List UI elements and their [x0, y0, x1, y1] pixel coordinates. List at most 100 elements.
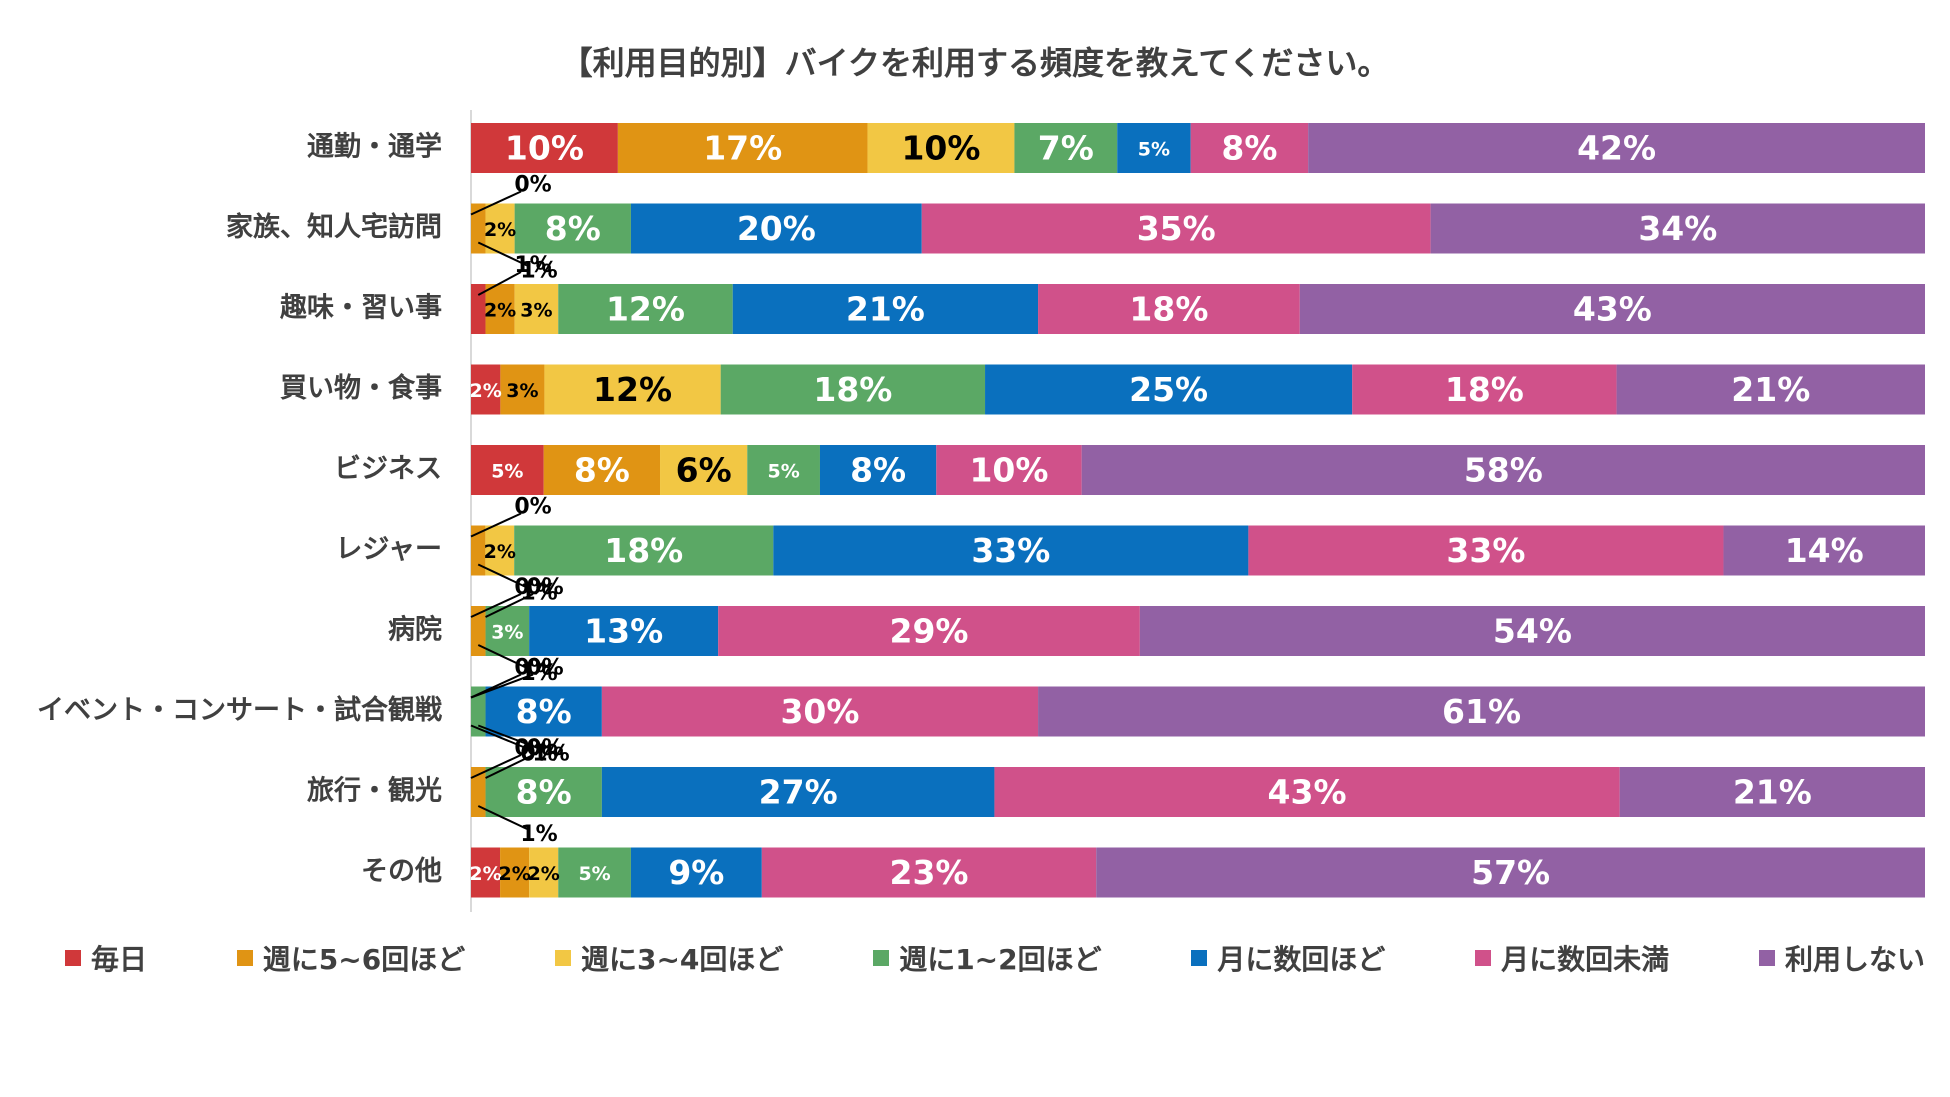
data-label: 6%	[676, 451, 732, 490]
legend-item: 週に3~4回ほど	[554, 938, 783, 978]
category-label: ビジネス	[334, 454, 442, 485]
data-label: 61%	[1442, 692, 1521, 731]
data-label-external: 0%	[526, 575, 563, 600]
bar-segment-6-4	[529, 606, 719, 656]
leader-lines-layer	[470, 190, 540, 830]
bar-segment-4-1	[543, 445, 661, 495]
bar-segment-1-5	[921, 203, 1431, 254]
bar-segment-5-3	[514, 525, 774, 576]
data-label: 18%	[813, 370, 892, 409]
leader-line	[477, 271, 522, 296]
leader-line	[477, 724, 540, 750]
data-label-external: 0%	[526, 656, 563, 681]
bar-segment-7-5	[601, 686, 1039, 737]
bar-segment-3-3	[720, 364, 986, 415]
bar-segment-6-6	[1139, 606, 1925, 656]
leader-line	[470, 754, 522, 779]
leader-line	[470, 190, 522, 216]
legend-swatch	[65, 950, 81, 966]
bar-segment-4-0	[471, 445, 544, 495]
data-label: 35%	[1137, 209, 1216, 248]
data-label-small: 5%	[491, 461, 523, 483]
bar-segment-3-6	[1616, 364, 1925, 415]
data-label: 21%	[846, 290, 925, 329]
legend-label: 毎日	[91, 943, 148, 976]
data-label-external: 1%	[520, 259, 557, 284]
legend: 毎日 週に5~6回ほど 週に3~4回ほど 週に1~2回ほど 月に数回ほど 月に数回未満 利用…	[65, 938, 1925, 978]
data-label: 25%	[1129, 370, 1208, 409]
data-label: 8%	[516, 692, 572, 731]
bar-segment-2-1	[485, 284, 515, 334]
legend-item: 月に数回ほど	[1191, 938, 1385, 978]
data-label: 30%	[780, 692, 859, 731]
bar-segment-0-3	[1014, 123, 1118, 173]
bar-segment-4-3	[747, 445, 820, 495]
legend-swatch	[236, 950, 253, 966]
leader-line	[470, 512, 522, 538]
bar-segment-2-4	[732, 284, 1039, 334]
bar-segment-0-1	[617, 123, 868, 173]
data-label-external: 0%	[526, 736, 563, 761]
data-label: 18%	[1129, 290, 1208, 329]
data-label: 27%	[759, 773, 838, 812]
data-label: 8%	[850, 451, 906, 490]
data-label-external: 0%	[520, 742, 557, 767]
legend-swatch	[1191, 950, 1208, 966]
bar-segment-9-3	[558, 847, 631, 898]
leader-line	[485, 593, 534, 618]
data-label: 9%	[668, 853, 724, 892]
bar-segment-5-4	[773, 525, 1249, 576]
legend-swatch	[873, 950, 890, 966]
bar-segment-0-0	[471, 123, 618, 173]
bar-segment-3-0	[471, 364, 501, 415]
data-label-small: 3%	[520, 300, 552, 322]
bar-segment-9-5	[761, 847, 1097, 898]
bar-segment-6-5	[718, 606, 1140, 656]
data-label-small: 2%	[484, 219, 516, 241]
bar-segment-9-2	[529, 847, 559, 898]
bar-segment-2-3	[558, 284, 733, 334]
bar-segment-5-1	[471, 525, 486, 576]
bar-segment-3-2	[544, 364, 721, 415]
bar-segment-2-2	[514, 284, 559, 334]
category-label: 家族、知人宅訪問	[226, 211, 442, 243]
leader-line	[477, 805, 528, 830]
bar-segment-9-1	[500, 847, 530, 898]
data-label-small: 2%	[470, 380, 502, 402]
bars-layer	[471, 123, 1925, 898]
legend-swatch	[554, 950, 571, 966]
data-label-external: 1%	[520, 661, 557, 686]
data-label: 18%	[604, 531, 683, 570]
data-label-small: 2%	[469, 863, 501, 885]
bar-segment-3-4	[985, 364, 1353, 415]
category-label: 病院	[388, 614, 442, 646]
leader-line	[485, 754, 534, 779]
legend-label: 利用しない	[1784, 943, 1925, 976]
data-label-external: 0%	[514, 575, 551, 600]
data-label-external: 0%	[514, 173, 551, 198]
data-label: 29%	[890, 612, 969, 651]
data-label-small: 3%	[506, 380, 538, 402]
bar-segment-0-4	[1117, 123, 1191, 173]
data-label: 43%	[1268, 773, 1347, 812]
bar-segment-4-4	[819, 445, 937, 495]
bar-segment-2-6	[1299, 284, 1925, 334]
bar-segment-3-5	[1352, 364, 1617, 415]
bar-segment-1-4	[630, 203, 922, 254]
bar-segment-1-3	[514, 203, 631, 254]
category-label: その他	[361, 856, 442, 887]
legend-item: 利用しない	[1758, 938, 1925, 978]
bar-segment-0-6	[1308, 123, 1925, 173]
bar-segment-0-2	[867, 123, 1015, 173]
bar-segment-9-6	[1096, 847, 1925, 898]
data-label-small: 2%	[498, 863, 530, 885]
bar-segment-5-6	[1723, 525, 1925, 576]
chart-title: 【利用目的別】バイクを利用する頻度を教えてください。	[560, 44, 1390, 82]
data-label: 33%	[971, 531, 1050, 570]
bar-segment-9-4	[630, 847, 762, 898]
data-label-small: 2%	[484, 300, 516, 322]
bar-segment-1-2	[485, 203, 515, 254]
data-label-small: 5%	[767, 461, 799, 483]
bar-segment-2-0	[471, 284, 486, 334]
